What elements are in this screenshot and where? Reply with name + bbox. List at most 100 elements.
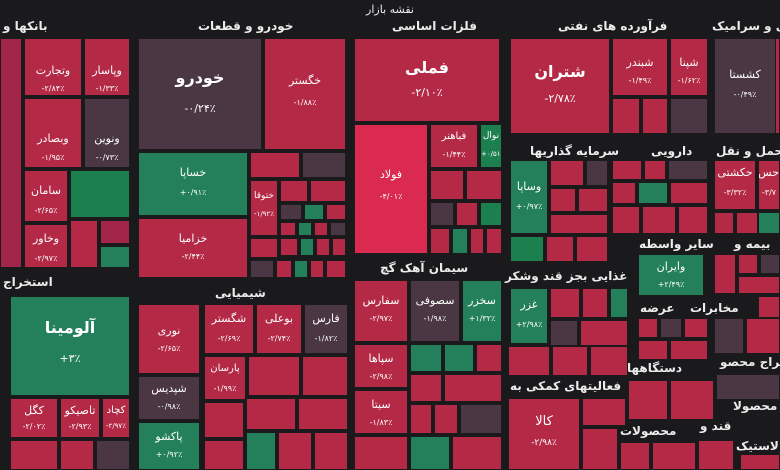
treemap-cell[interactable] (330, 222, 346, 236)
treemap-cell[interactable] (326, 204, 346, 220)
stock-tile[interactable]: فملی -۲/۱۰٪ (354, 38, 500, 122)
treemap-cell[interactable] (280, 180, 308, 202)
treemap-cell[interactable] (550, 214, 608, 234)
treemap-cell[interactable] (466, 170, 502, 200)
treemap-cell[interactable] (316, 238, 330, 256)
treemap-cell[interactable] (738, 254, 758, 274)
stock-tile[interactable]: شگستر -۲/۶۹٪ (204, 304, 254, 354)
treemap-cell[interactable] (678, 206, 708, 234)
treemap-cell[interactable] (276, 260, 292, 278)
treemap-cell[interactable] (476, 344, 502, 372)
treemap-cell[interactable] (652, 442, 696, 470)
sector-header[interactable]: سیمان آهک گچ (380, 261, 469, 275)
stock-tile[interactable]: ونوین -۰/۷۳٪ (84, 98, 130, 168)
treemap-cell[interactable] (410, 344, 442, 372)
stock-tile[interactable]: آلومینا +۳٪ (10, 296, 130, 396)
treemap-cell[interactable] (314, 222, 328, 236)
treemap-cell[interactable] (310, 180, 346, 202)
sector-header[interactable]: غذایی بجز قند وشکر (505, 269, 628, 283)
treemap-cell[interactable] (278, 432, 312, 470)
treemap-cell[interactable] (302, 152, 346, 178)
treemap-cell[interactable] (96, 440, 130, 470)
treemap-cell[interactable] (736, 212, 758, 234)
treemap-cell[interactable] (70, 170, 130, 218)
treemap-cell[interactable] (510, 236, 544, 262)
stock-tile[interactable]: وساپا +۰/۹۷٪ (510, 160, 548, 234)
stock-tile[interactable]: فارس -۱/۸۲٪ (304, 304, 348, 354)
treemap-cell[interactable] (248, 356, 300, 396)
sector-header[interactable]: فرآورده های نفتی (558, 19, 668, 33)
treemap-cell[interactable] (332, 238, 346, 256)
treemap-cell[interactable] (480, 202, 502, 226)
treemap-cell[interactable] (582, 288, 608, 318)
stock-tile[interactable]: وپاسار -۱/۳۳٪ (84, 38, 130, 96)
stock-tile[interactable]: تاصیکو -۲/۹۳٪ (60, 398, 100, 438)
sector-header[interactable]: قند و (700, 419, 732, 433)
sector-header[interactable]: سرمایه گذاریها (530, 144, 620, 158)
treemap-cell[interactable] (670, 380, 714, 420)
treemap-cell[interactable] (204, 402, 244, 438)
treemap-cell[interactable] (280, 238, 298, 256)
sector-header[interactable]: فلزات اساسی (392, 19, 477, 33)
treemap-cell[interactable] (326, 260, 346, 278)
treemap-cell[interactable] (738, 276, 780, 294)
treemap-cell[interactable] (550, 320, 578, 346)
stock-tile[interactable]: پاکشو +۰/۹۲٪ (138, 422, 200, 470)
stock-tile[interactable]: خودرو -۰/۲۴٪ (138, 38, 262, 150)
treemap-cell[interactable] (582, 398, 626, 426)
stock-tile[interactable]: غزر +۲/۹۸٪ (510, 288, 548, 344)
treemap-cell[interactable] (698, 440, 734, 470)
treemap-cell[interactable] (740, 454, 780, 470)
sector-header[interactable]: لاستیک (736, 439, 779, 453)
treemap-cell[interactable] (460, 404, 502, 434)
sector-header[interactable]: عرضه (640, 301, 675, 315)
sector-header[interactable]: شیمیایی (215, 286, 266, 300)
treemap-cell[interactable] (758, 212, 780, 234)
stock-tile[interactable]: شبندر -۱/۴۹٪ (612, 38, 668, 96)
treemap-cell[interactable] (204, 440, 244, 470)
sector-header[interactable]: استخراج محصو (720, 355, 780, 369)
treemap-cell[interactable] (430, 202, 454, 226)
treemap-cell[interactable] (470, 228, 484, 254)
treemap-cell[interactable] (410, 436, 450, 470)
treemap-cell[interactable] (714, 212, 734, 234)
treemap-cell[interactable] (612, 182, 636, 204)
stock-tile[interactable]: خساپا +۰/۹۱٪ (138, 152, 248, 216)
stock-tile[interactable]: سیتا -۱/۸۳٪ (354, 390, 408, 434)
stock-tile[interactable]: وتجارت -۲/۸۴٪ (24, 38, 82, 96)
stock-tile[interactable]: شپدیس -۰/۹۸٪ (138, 376, 200, 420)
treemap-cell[interactable] (620, 442, 650, 470)
stock-tile[interactable]: سفارس -۲/۹۷٪ (354, 280, 408, 342)
treemap-cell[interactable] (670, 340, 708, 360)
stock-tile[interactable]: کشستا -۰/۴۹٪ (714, 38, 776, 134)
treemap-cell[interactable] (550, 288, 580, 318)
treemap-cell[interactable] (246, 398, 296, 430)
treemap-cell[interactable] (586, 160, 608, 186)
treemap-cell[interactable] (638, 318, 658, 338)
treemap-cell[interactable] (758, 296, 780, 318)
treemap-cell[interactable] (746, 318, 780, 354)
treemap-cell[interactable] (760, 254, 780, 274)
treemap-cell[interactable] (612, 98, 640, 134)
treemap-cell[interactable] (10, 440, 58, 470)
treemap-cell[interactable] (590, 346, 628, 376)
treemap-cell[interactable] (642, 206, 676, 234)
treemap-cell[interactable] (550, 160, 584, 186)
treemap-cell[interactable] (434, 404, 458, 434)
stock-tile[interactable]: شتران -۲/۷۸٪ (510, 38, 610, 134)
treemap-cell[interactable] (668, 160, 708, 180)
treemap-cell[interactable] (628, 380, 668, 420)
treemap-cell[interactable] (716, 374, 780, 400)
stock-tile[interactable]: فباهنر -۱/۴۴٪ (430, 124, 478, 168)
sector-header[interactable]: مخابرات (690, 301, 739, 315)
sector-header[interactable]: بیمه و (734, 237, 771, 251)
treemap-cell[interactable] (578, 188, 608, 212)
stock-tile[interactable]: سپاها -۲/۹۸٪ (354, 344, 408, 388)
sector-header[interactable]: بانکها و (3, 19, 48, 33)
treemap-cell[interactable] (310, 260, 324, 278)
treemap-cell[interactable] (670, 98, 708, 134)
sector-header[interactable]: حمل و نقل (716, 144, 780, 158)
stock-tile[interactable]: نوری -۲/۶۵٪ (138, 304, 200, 374)
treemap-cell[interactable] (294, 260, 308, 278)
treemap-cell[interactable] (612, 160, 642, 180)
